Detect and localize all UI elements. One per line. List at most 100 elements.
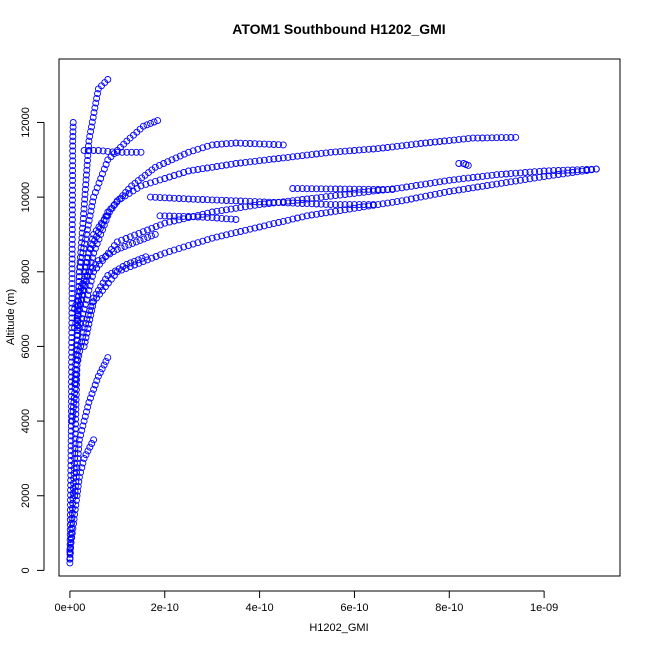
data-point: [412, 182, 420, 189]
data-point: [398, 184, 406, 192]
data-point: [232, 139, 240, 147]
x-axis: 0e+00 2e-10 4e-10 6e-10 8e-10 1e-09: [54, 590, 558, 614]
data-point: [81, 195, 89, 203]
data-point: [115, 265, 123, 273]
data-point: [237, 159, 245, 167]
y-tick-label: 4000: [20, 409, 32, 433]
data-point: [412, 194, 420, 202]
data-point: [436, 178, 444, 186]
data-point: [213, 141, 221, 148]
data-point: [232, 229, 240, 237]
data-point: [69, 162, 77, 170]
data-point: [455, 160, 463, 167]
data-point: [417, 140, 425, 147]
data-point: [260, 222, 268, 230]
data-point: [166, 194, 173, 202]
data-point: [98, 365, 106, 373]
data-point: [104, 147, 112, 155]
data-point: [117, 244, 125, 252]
data-point: [246, 225, 254, 233]
data-point: [455, 186, 463, 194]
data-point: [129, 239, 136, 247]
y-tick-label: 10000: [20, 182, 32, 213]
data-point: [175, 216, 183, 224]
data-point: [336, 148, 344, 156]
data-point: [164, 158, 172, 166]
data-point: [578, 167, 586, 175]
data-point: [113, 197, 121, 205]
data-point: [83, 329, 91, 337]
data-point: [69, 172, 77, 179]
data-point: [156, 194, 164, 202]
data-point: [91, 244, 99, 252]
data-point: [144, 233, 152, 241]
data-point: [126, 233, 134, 241]
data-point: [67, 427, 75, 435]
data-point: [322, 209, 330, 217]
data-point: [83, 258, 90, 266]
data-point: [313, 150, 320, 158]
data-point: [79, 215, 87, 222]
data-point: [241, 139, 249, 147]
data-point: [369, 145, 377, 153]
data-point: [479, 134, 486, 142]
data-point: [80, 210, 88, 218]
data-point: [308, 194, 316, 202]
data-point: [398, 197, 406, 205]
y-tick-label: 6000: [20, 334, 32, 358]
data-point: [270, 155, 278, 163]
data-point: [441, 188, 448, 196]
data-point: [232, 204, 240, 212]
data-point: [317, 200, 325, 208]
data-point: [199, 196, 207, 203]
data-point: [104, 272, 112, 279]
data-point: [554, 167, 562, 174]
data-point: [69, 157, 77, 165]
data-point: [90, 436, 98, 444]
data-point: [497, 134, 505, 142]
data-point: [327, 148, 335, 156]
data-point: [317, 149, 325, 157]
data-point: [369, 185, 377, 193]
data-point: [355, 146, 363, 154]
data-point: [199, 165, 207, 173]
data-point: [83, 408, 90, 416]
x-tick-label: 1e-09: [530, 602, 558, 614]
data-point: [559, 170, 567, 178]
x-tick-label: 6e-10: [340, 602, 368, 614]
data-point: [393, 198, 401, 206]
data-point: [68, 270, 76, 278]
data-points: [66, 76, 600, 567]
data-point: [123, 260, 131, 268]
data-point: [132, 238, 140, 246]
data-point: [89, 113, 97, 121]
data-point: [82, 176, 90, 184]
data-point: [81, 186, 89, 193]
data-point: [156, 221, 164, 229]
data-point: [374, 201, 382, 209]
data-point: [194, 195, 202, 203]
data-point: [360, 201, 368, 209]
data-point: [93, 240, 101, 248]
data-point: [270, 141, 278, 148]
data-point: [70, 394, 78, 402]
data-point: [346, 201, 354, 209]
data-point: [379, 200, 387, 208]
data-point: [175, 195, 183, 202]
data-point: [75, 305, 83, 313]
data-point: [256, 223, 264, 231]
data-point: [175, 245, 183, 253]
data-point: [332, 192, 339, 200]
data-point: [154, 117, 162, 125]
data-point: [512, 177, 520, 185]
data-point: [67, 462, 75, 469]
data-point: [72, 341, 80, 349]
data-point: [84, 157, 91, 164]
data-point: [87, 258, 95, 266]
data-point: [497, 179, 505, 187]
data-point: [203, 213, 211, 221]
data-point: [208, 141, 216, 149]
data-point: [75, 473, 83, 481]
data-point: [83, 230, 90, 238]
